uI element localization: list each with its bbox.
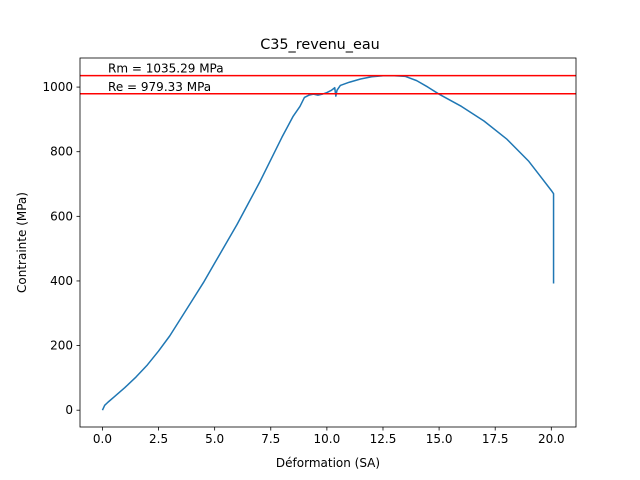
annotation-label-0: Rm = 1035.29 MPa xyxy=(108,62,224,76)
annotation-label-1: Re = 979.33 MPa xyxy=(108,80,211,94)
y-axis-label: Contrainte (MPa) xyxy=(15,192,29,293)
x-tick-label: 20.0 xyxy=(538,432,565,446)
x-tick-label: 7.5 xyxy=(261,432,280,446)
x-tick-label: 15.0 xyxy=(426,432,453,446)
x-tick-label: 2.5 xyxy=(149,432,168,446)
x-axis: 0.0 2.5 5.0 7.5 10.0 12.5 15.0 17.5 20.0 xyxy=(93,427,565,446)
y-tick-label: 400 xyxy=(50,274,73,288)
x-axis-label: Déformation (SA) xyxy=(276,456,380,470)
y-tick-label: 800 xyxy=(50,145,73,159)
x-tick-label: 12.5 xyxy=(370,432,397,446)
x-tick-label: 10.0 xyxy=(314,432,341,446)
chart-title: C35_revenu_eau xyxy=(260,37,380,53)
plot-area: Rm = 1035.29 MPa Re = 979.33 MPa xyxy=(79,57,577,428)
x-tick-label: 5.0 xyxy=(205,432,224,446)
axes-frame xyxy=(79,57,577,428)
y-tick-label: 1000 xyxy=(42,80,73,94)
annotation-layer: Rm = 1035.29 MPa Re = 979.33 MPa xyxy=(108,62,224,94)
x-tick-label: 0.0 xyxy=(93,432,112,446)
reference-lines xyxy=(80,74,576,95)
y-tick-label: 200 xyxy=(50,339,73,353)
y-axis: 0 200 400 600 800 1000 xyxy=(42,80,80,417)
y-tick-label: 0 xyxy=(65,403,73,417)
y-tick-label: 600 xyxy=(50,209,73,223)
x-tick-label: 17.5 xyxy=(482,432,509,446)
